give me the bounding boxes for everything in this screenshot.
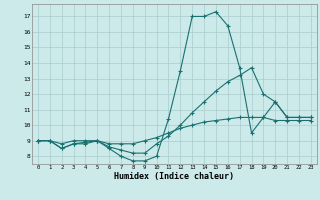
X-axis label: Humidex (Indice chaleur): Humidex (Indice chaleur) (115, 172, 234, 181)
